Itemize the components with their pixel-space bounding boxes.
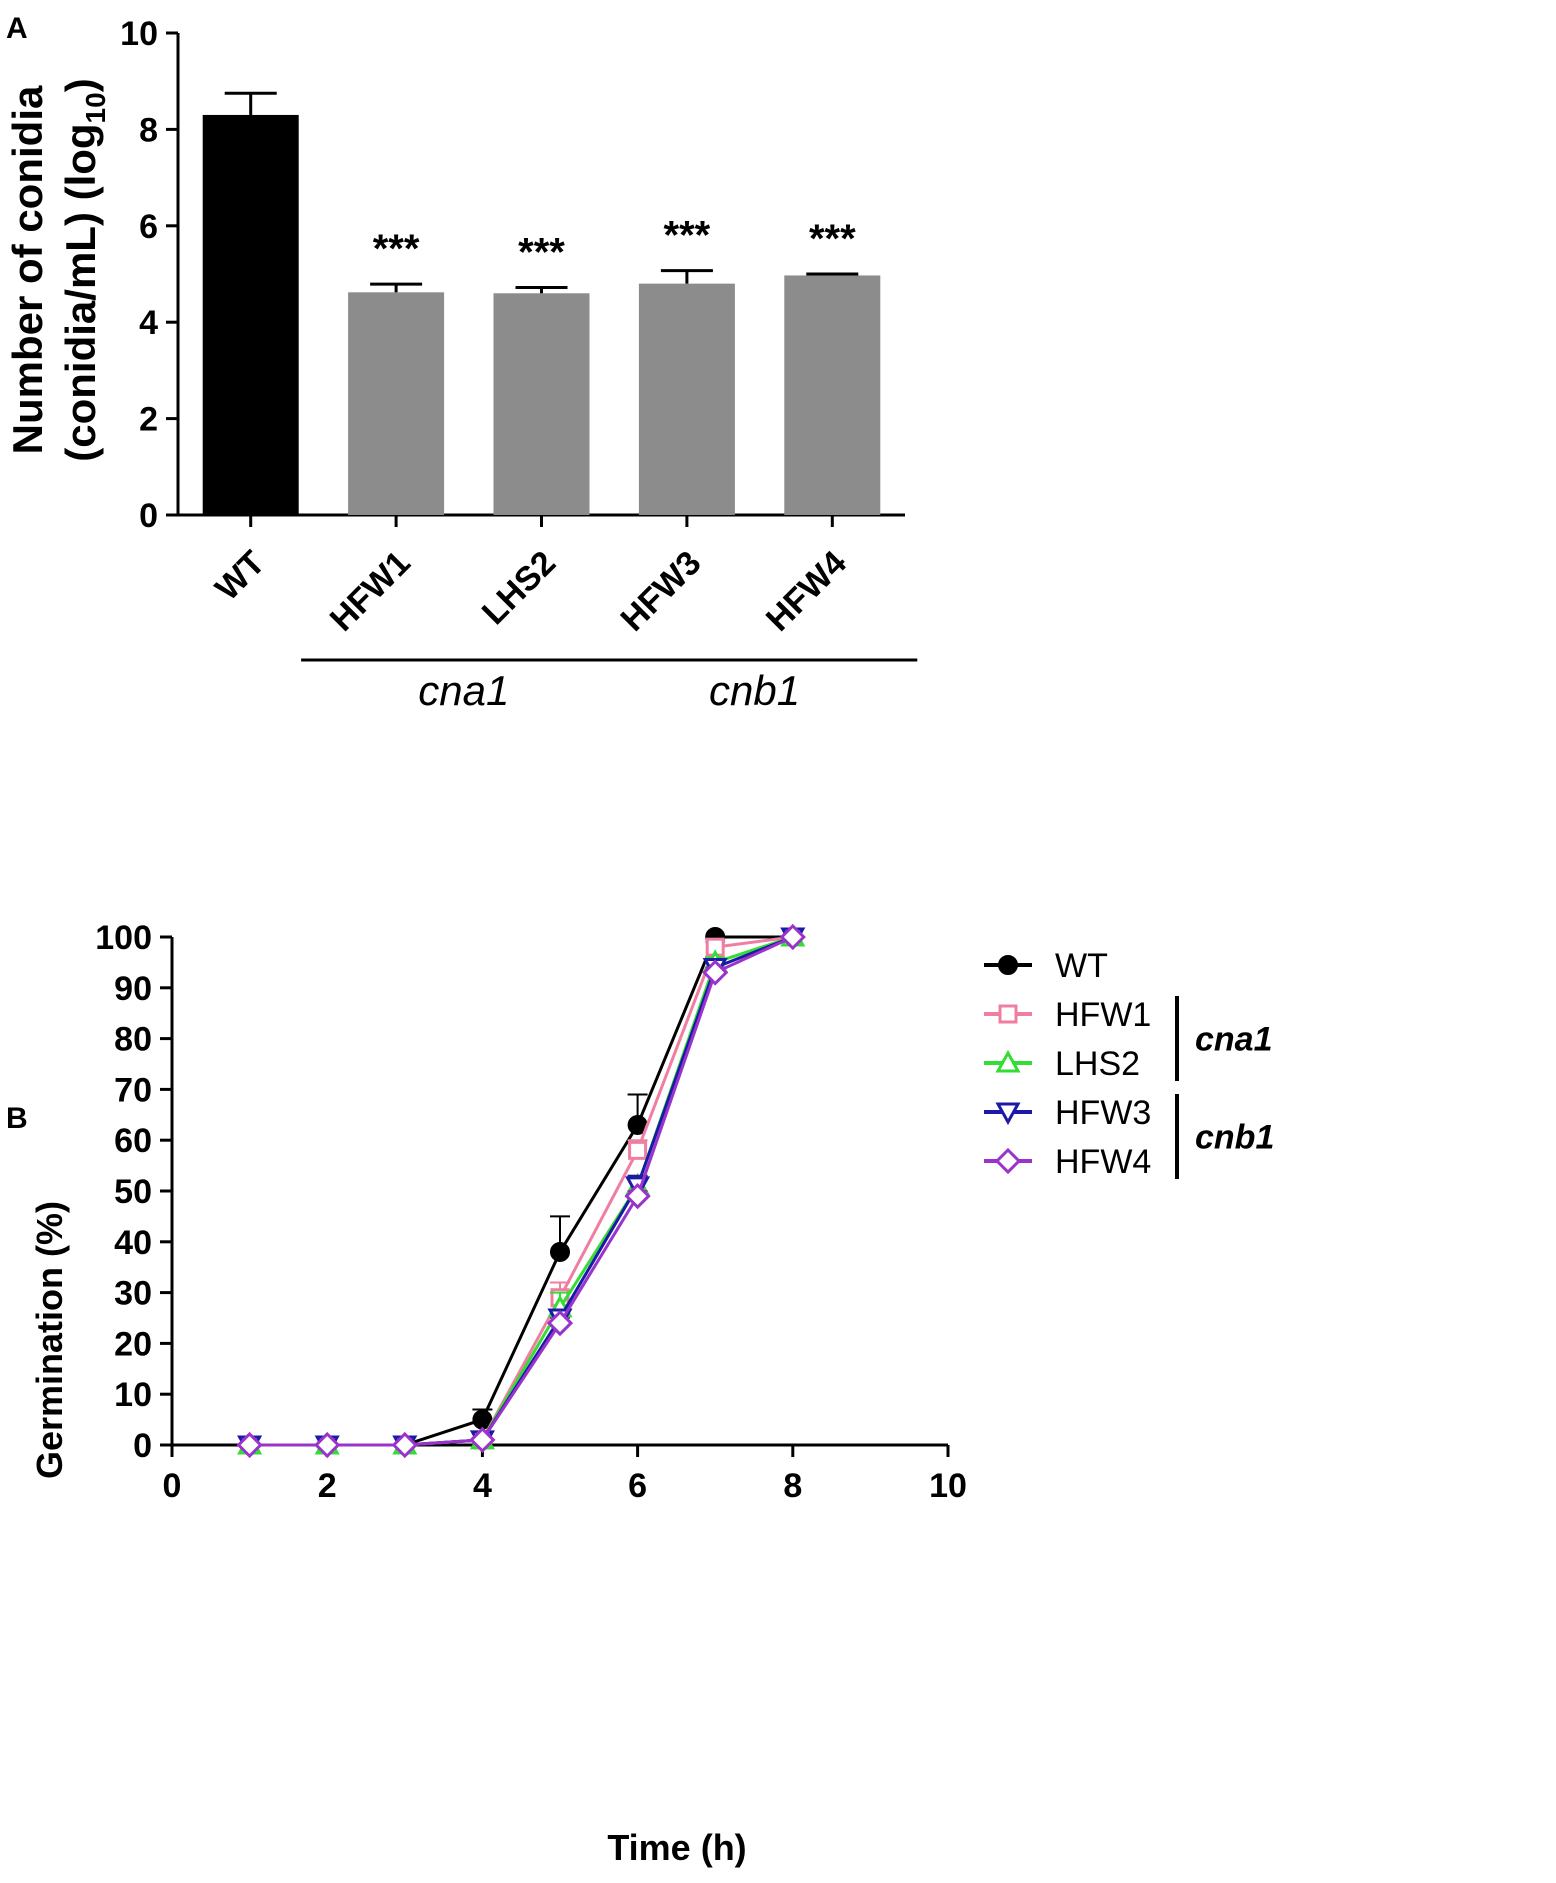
legend-marker-hfw1 — [998, 1004, 1018, 1024]
panel-b-y-tick-label: 70 — [114, 1071, 152, 1109]
panel-b-point-wt — [550, 1241, 570, 1262]
panel-a-ylabel-main: (conidia/mL) (log — [57, 123, 104, 461]
panel-a-bar-wt — [202, 114, 299, 515]
panel-b-y-tick-label: 30 — [114, 1275, 152, 1313]
panel-b-label: B — [6, 1102, 28, 1135]
panel-b-y-tick-label: 80 — [114, 1021, 152, 1059]
panel-b-y-tick-label: 60 — [114, 1122, 152, 1160]
panel-b-point-hfw4 — [546, 1309, 574, 1337]
legend-group-label: cna1 — [1195, 1021, 1273, 1059]
panel-b-y-tick-label: 10 — [114, 1376, 152, 1414]
panel-b-point-hfw4 — [702, 959, 729, 986]
legend-label-lhs2: LHS2 — [1055, 1045, 1140, 1083]
panel-b-point-hfw4 — [236, 1431, 263, 1459]
panel-b-point-hfw4 — [314, 1431, 341, 1459]
panel-b-x-tick-label: 2 — [318, 1467, 337, 1505]
panel-a-bar-hfw3 — [638, 283, 735, 515]
panel-b-y-tick-label: 20 — [114, 1325, 152, 1363]
panel-b-x-tick-label: 8 — [783, 1467, 802, 1505]
panel-b-y-tick-label: 50 — [114, 1173, 152, 1211]
panel-b-point-hfw4 — [469, 1426, 496, 1454]
panel-a-x-tick-label: WT — [208, 544, 272, 608]
panel-b-y-tick-label: 40 — [114, 1224, 152, 1262]
panel-a-ylabel-subscript: 10 — [80, 92, 111, 123]
panel-b-y-tick-label: 100 — [95, 919, 152, 957]
panel-a-label: A — [6, 12, 28, 45]
legend-marker-hfw3 — [995, 1102, 1021, 1126]
panel-a-y-tick-label: 10 — [120, 15, 158, 53]
panel-a-significance: *** — [664, 214, 711, 258]
panel-b-series-line-hfw1 — [249, 935, 793, 1447]
legend-marker-lhs2 — [995, 1049, 1021, 1073]
panel-b-xlabel: Time (h) — [607, 1827, 746, 1868]
panel-a-x-tick-label: HFW3 — [614, 544, 709, 639]
panel-b-x-tick-label: 0 — [163, 1467, 182, 1505]
panel-a-bar-hfw1 — [348, 292, 445, 515]
panel-a-bar-lhs2 — [493, 293, 590, 515]
panel-a-bar-hfw4 — [784, 275, 881, 515]
panel-a-y-tick-label: 2 — [139, 401, 158, 439]
panel-b-x-tick-label: 10 — [929, 1467, 967, 1505]
legend-label-hfw3: HFW3 — [1055, 1094, 1151, 1132]
panel-b-point-hfw4 — [624, 1182, 651, 1210]
panel-a-y-tick-label: 4 — [139, 304, 158, 342]
panel-b-x-tick-label: 6 — [628, 1467, 647, 1505]
panel-a-chart: 0 2 4 6 8 10 WT HFW1 *** LHS2 *** HFW3 *** HFW4 *** cna… — [120, 15, 918, 714]
legend-label-hfw1: HFW1 — [1055, 996, 1151, 1034]
panel-a-y-tick-label: 0 — [139, 497, 158, 535]
panel-a-x-tick-label: LHS2 — [475, 544, 563, 632]
panel-b-chart: 0 10 20 30 40 50 60 70 80 90 100 0 2 4 6 8 10 — [95, 919, 967, 1505]
legend-marker-hfw4 — [994, 1147, 1022, 1175]
panel-a-y-tick-label: 8 — [139, 111, 158, 149]
legend-marker-wt — [998, 955, 1018, 975]
panel-b-ylabel: Germination (%) — [29, 1201, 70, 1479]
panel-b-legend: WT HFW1 LHS2 HFW3 HFW4 cna1 cnb1 — [984, 947, 1274, 1181]
panel-b-x-tick-label: 4 — [473, 1467, 492, 1505]
panel-b-point-hfw1 — [628, 1140, 648, 1160]
panel-a-group-label: cna1 — [418, 667, 509, 714]
panel-a-group-label: cnb1 — [709, 667, 800, 714]
panel-a-significance: *** — [809, 217, 856, 261]
panel-a-x-tick-label: HFW1 — [323, 544, 418, 639]
panel-a-ylabel-line2: (conidia/mL) (log10) — [57, 78, 111, 461]
panel-b-y-tick-label: 0 — [133, 1427, 152, 1465]
panel-a-significance: *** — [373, 227, 420, 271]
panel-a-ylabel-close: ) — [57, 78, 104, 92]
panel-a-ylabel-line1: Number of conidia — [4, 85, 51, 454]
panel-a-significance: *** — [518, 230, 565, 274]
legend-label-hfw4: HFW4 — [1055, 1143, 1151, 1181]
legend-group-label: cnb1 — [1195, 1119, 1274, 1157]
panel-b-y-tick-label: 90 — [114, 970, 152, 1008]
panel-a-y-tick-label: 6 — [139, 208, 158, 246]
panel-a-x-tick-label: HFW4 — [759, 544, 854, 639]
panel-b-point-hfw4 — [779, 923, 806, 951]
legend-label-wt: WT — [1055, 947, 1108, 985]
panel-b-point-hfw4 — [391, 1431, 418, 1459]
